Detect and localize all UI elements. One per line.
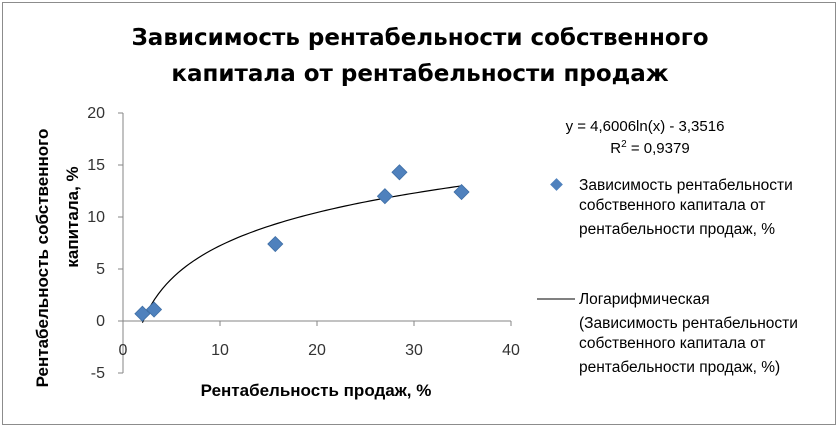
y-axis-title-line-2: капитала, % xyxy=(63,166,82,267)
trendline-equation: y = 4,6006ln(x) - 3,3516 xyxy=(566,118,725,135)
y-tick-label: 10 xyxy=(87,209,105,226)
data-point xyxy=(267,235,284,253)
chart-title-line-1: Зависимость рентабельности собственного xyxy=(131,25,708,51)
r2-superscript: 2 xyxy=(621,139,627,150)
data-points xyxy=(134,164,470,322)
data-point xyxy=(453,183,470,201)
chart-frame xyxy=(2,2,836,425)
chart-title-line-2: капитала от рентабельности продаж xyxy=(171,61,668,87)
x-tick-label: 0 xyxy=(119,342,128,359)
r2-label: R xyxy=(610,140,621,157)
trendline-r2: R2 = 0,9379 xyxy=(610,139,689,157)
x-tick-label: 30 xyxy=(405,342,423,359)
legend-marker-series xyxy=(550,178,563,191)
data-point xyxy=(376,188,393,205)
y-tick-label: 5 xyxy=(96,261,105,278)
y-tick-label: 15 xyxy=(87,157,105,174)
x-tick-label: 40 xyxy=(502,342,520,359)
x-tick-label: 20 xyxy=(308,342,326,359)
y-tick-label: 20 xyxy=(87,105,105,122)
data-point xyxy=(391,164,408,181)
trendline xyxy=(141,185,462,323)
legend-trend-line-1: Логарифмическая xyxy=(579,291,710,308)
legend-series-line-3: рентабельности продаж, % xyxy=(579,221,775,238)
legend-trend-line-2: (Зависимость рентабельности xyxy=(579,315,798,332)
axis-tick-labels: -5 0 5 10 15 20 0 10 20 30 40 xyxy=(87,105,520,382)
legend-series-line-1: Зависимость рентабельности xyxy=(579,177,793,194)
x-axis-title: Рентабельность продаж, % xyxy=(201,381,432,400)
x-tick-label: 10 xyxy=(211,342,229,359)
data-point xyxy=(145,301,163,318)
legend-series-line-2: собственного капитала от xyxy=(579,197,765,214)
legend-trend-line-3: собственного капитала от xyxy=(579,335,765,352)
y-axis-title-line-1: Рентабельность собственного xyxy=(33,129,52,388)
y-tick-label: -5 xyxy=(91,365,105,382)
y-tick-label: 0 xyxy=(96,313,105,330)
data-point xyxy=(134,305,151,322)
r2-value: = 0,9379 xyxy=(627,140,690,157)
legend-trend-line-4: рентабельности продаж, %) xyxy=(579,359,780,376)
axis-ticks xyxy=(118,112,512,374)
